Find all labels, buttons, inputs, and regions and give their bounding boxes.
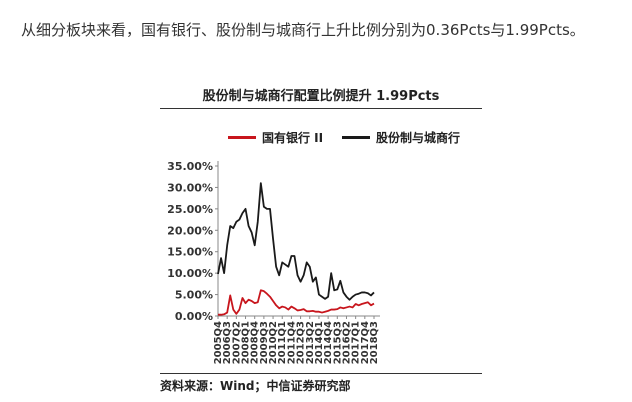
y-tick-label: 5.00% [175, 289, 213, 302]
x-tick-label: 2013Q2 [305, 321, 316, 364]
x-tick-label: 2018Q3 [369, 321, 380, 364]
chart-plot: 35.00% 30.00% 25.00% 20.00% 15.00% 10.00% 5.00… [167, 160, 380, 364]
y-tick-label: 15.00% [167, 246, 213, 259]
y-tick-label: 25.00% [167, 203, 213, 216]
legend-item-jointstock-city: 股份制与城商行 [342, 129, 460, 146]
y-tick-label: 20.00% [167, 224, 213, 237]
legend-label-state-banks: 国有银行 II [262, 131, 324, 145]
x-tick-label: 2012Q3 [296, 321, 307, 364]
x-tick-label: 2007Q2 [231, 321, 242, 364]
x-tick-label: 2010Q2 [268, 321, 279, 364]
y-tick-label: 30.00% [167, 181, 213, 194]
legend-item-state-banks: 国有银行 II [228, 129, 323, 146]
legend-swatch-jointstock-city [342, 136, 370, 139]
series-line-state-banks [218, 289, 375, 316]
x-tick-label: 2014Q1 [314, 321, 325, 364]
chart-source: 资料来源：Wind；中信证券研究部 [160, 373, 482, 394]
x-tick-label: 2015Q3 [332, 321, 343, 364]
chart-figure: 股份制与城商行配置比例提升 1.99Pcts 国有银行 II 股份制与城商行 3… [160, 86, 482, 402]
x-tick-label: 2008Q4 [250, 321, 261, 364]
series-line-jointstock-city [217, 182, 375, 301]
legend-label-jointstock-city: 股份制与城商行 [376, 131, 461, 145]
x-tick-label: 2011Q1 [277, 321, 288, 364]
y-tick-label: 10.00% [167, 267, 213, 280]
x-tick-label: 2008Q1 [241, 321, 252, 364]
legend-swatch-state-banks [228, 136, 256, 139]
x-tick-label: 2017Q1 [351, 321, 362, 364]
y-tick-label: 0.00% [175, 310, 213, 323]
x-tick-label: 2017Q4 [360, 321, 371, 364]
chart-legend: 国有银行 II 股份制与城商行 [160, 129, 482, 145]
chart-title: 股份制与城商行配置比例提升 1.99Pcts [160, 86, 482, 109]
x-tick-label: 2016Q2 [341, 321, 352, 364]
y-tick-label: 35.00% [167, 160, 213, 173]
x-tick-label: 2011Q4 [286, 321, 297, 364]
x-tick-label: 2005Q4 [213, 321, 224, 364]
x-tick-label: 2009Q3 [259, 321, 270, 364]
x-tick-label: 2014Q4 [323, 321, 334, 364]
intro-paragraph: 从细分板块来看，国有银行、股份制与城商行上升比例分别为0.36Pcts与1.99… [21, 21, 585, 39]
x-tick-label: 2006Q3 [222, 321, 233, 364]
